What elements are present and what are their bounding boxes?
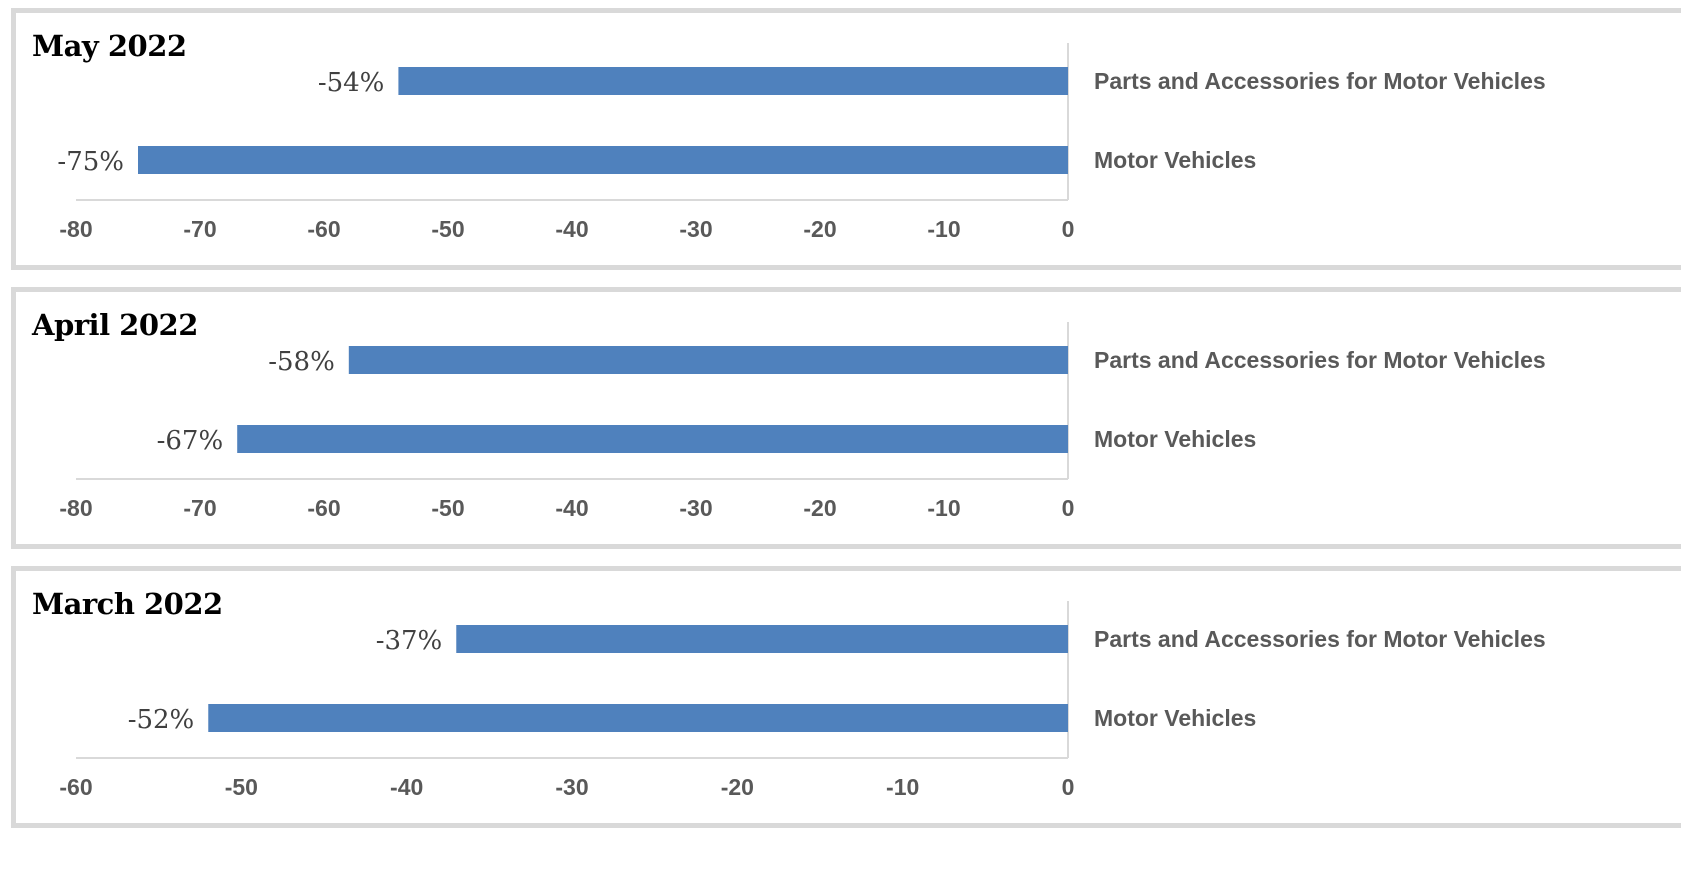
x-tick-label: -40 bbox=[555, 495, 588, 521]
x-tick-label: -80 bbox=[59, 216, 92, 242]
x-tick-label: -20 bbox=[721, 774, 754, 800]
category-label: Parts and Accessories for Motor Vehicles bbox=[1094, 626, 1546, 652]
data-label: -67% bbox=[157, 426, 224, 456]
x-tick-label: -10 bbox=[927, 495, 960, 521]
bar-chart-may-2022: -54% Parts and Accessories for Motor Vehi… bbox=[57, 43, 1546, 242]
bar bbox=[348, 346, 1068, 374]
chart-panel-may-2022: May 2022 -54% Parts and Accessories for M… bbox=[11, 8, 1681, 270]
x-tick-label: -70 bbox=[183, 216, 216, 242]
x-tick-label: 0 bbox=[1062, 495, 1075, 521]
category-label: Motor Vehicles bbox=[1094, 147, 1256, 173]
bar-chart-march-2022: -37% Parts and Accessories for Motor Vehi… bbox=[59, 601, 1546, 800]
bar bbox=[208, 704, 1068, 732]
x-tick-label: -30 bbox=[555, 774, 588, 800]
x-tick-label: -50 bbox=[225, 774, 258, 800]
data-label: -75% bbox=[57, 147, 124, 177]
x-tick-label: -50 bbox=[431, 495, 464, 521]
x-tick-label: 0 bbox=[1062, 216, 1075, 242]
x-tick-label: -70 bbox=[183, 495, 216, 521]
chart-panel-april-2022: April 2022 -58% Parts and Accessories for… bbox=[11, 287, 1681, 549]
bar bbox=[138, 146, 1068, 174]
chart-title: May 2022 bbox=[32, 29, 187, 63]
x-tick-label: -10 bbox=[886, 774, 919, 800]
chart-panel-march-2022: March 2022 -37% Parts and Accessories for… bbox=[11, 566, 1681, 828]
data-label: -58% bbox=[268, 347, 335, 377]
x-tick-label: -20 bbox=[803, 216, 836, 242]
bar-chart-april-2022: -58% Parts and Accessories for Motor Vehi… bbox=[59, 322, 1546, 521]
x-tick-label: -60 bbox=[307, 495, 340, 521]
bar bbox=[398, 67, 1068, 95]
x-tick-label: 0 bbox=[1062, 774, 1075, 800]
x-tick-label: -20 bbox=[803, 495, 836, 521]
x-tick-label: -40 bbox=[390, 774, 423, 800]
x-tick-label: -40 bbox=[555, 216, 588, 242]
bar bbox=[456, 625, 1068, 653]
x-tick-label: -50 bbox=[431, 216, 464, 242]
bar bbox=[237, 425, 1068, 453]
data-label: -54% bbox=[318, 68, 385, 98]
x-tick-label: -30 bbox=[679, 216, 712, 242]
category-label: Motor Vehicles bbox=[1094, 705, 1256, 731]
x-tick-label: -30 bbox=[679, 495, 712, 521]
x-tick-label: -10 bbox=[927, 216, 960, 242]
category-label: Parts and Accessories for Motor Vehicles bbox=[1094, 347, 1546, 373]
chart-title: April 2022 bbox=[32, 308, 198, 342]
category-label: Motor Vehicles bbox=[1094, 426, 1256, 452]
chart-title: March 2022 bbox=[32, 587, 223, 621]
category-label: Parts and Accessories for Motor Vehicles bbox=[1094, 68, 1546, 94]
x-tick-label: -60 bbox=[59, 774, 92, 800]
data-label: -52% bbox=[128, 705, 195, 735]
x-tick-label: -80 bbox=[59, 495, 92, 521]
x-tick-label: -60 bbox=[307, 216, 340, 242]
data-label: -37% bbox=[376, 626, 443, 656]
